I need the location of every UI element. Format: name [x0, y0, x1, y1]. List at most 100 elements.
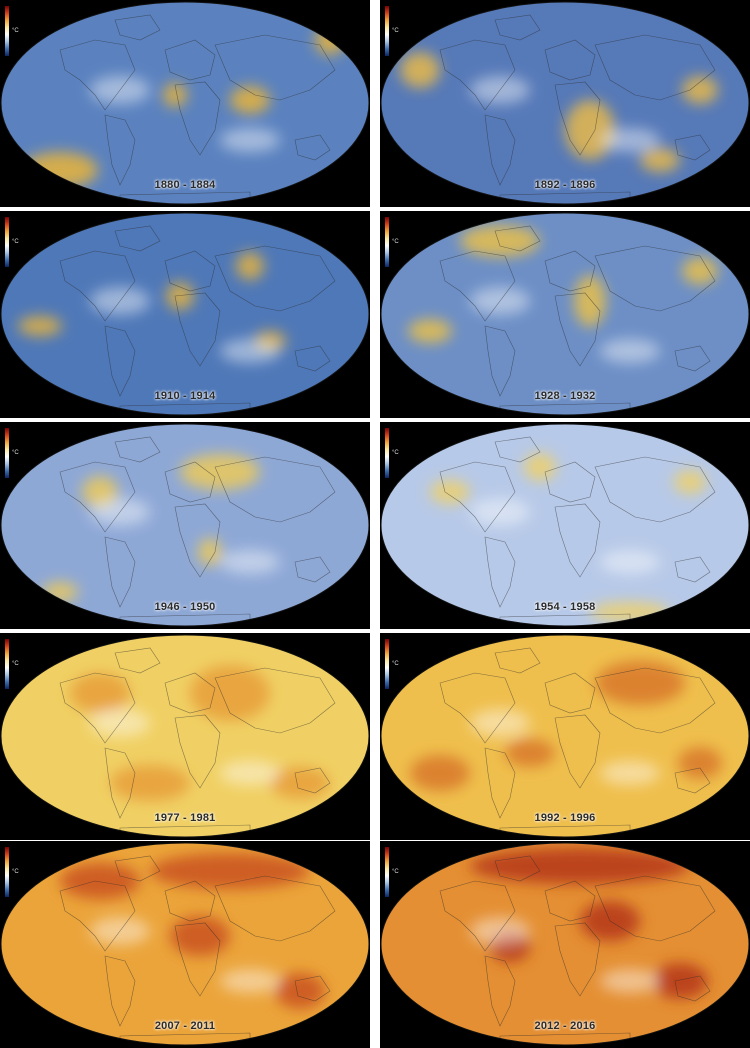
map-boundary	[0, 423, 370, 627]
anomaly-patch	[110, 765, 190, 801]
anomaly-patch	[682, 76, 718, 104]
colorbar-unit: °C	[392, 239, 399, 245]
map-panel: °C 1880 - 1884	[0, 0, 370, 207]
continent-outline	[59, 880, 136, 952]
colorbar	[385, 639, 389, 689]
anomaly-patch	[574, 275, 606, 327]
continent-outline	[544, 880, 596, 922]
continent-outline	[554, 922, 601, 997]
period-label: 2007 - 2011	[154, 1020, 216, 1032]
map-panel: °C 2012 - 2016	[380, 841, 750, 1048]
neutral-patch	[220, 761, 280, 785]
continent-outline	[174, 292, 221, 367]
continent-outline	[104, 955, 136, 1027]
world-map	[380, 212, 750, 416]
colorbar-unit: °C	[12, 239, 19, 245]
continent-outline	[214, 875, 336, 942]
map-boundary	[380, 634, 750, 838]
period-label: 1992 - 1996	[534, 812, 596, 824]
neutral-patch	[220, 969, 280, 993]
anomaly-patch	[70, 673, 130, 713]
anomaly-patch	[236, 252, 264, 280]
continent-outline	[214, 34, 336, 101]
anomaly-patch	[640, 148, 680, 172]
continent-outline	[214, 456, 336, 523]
anomaly-patch	[652, 963, 708, 999]
continent-outline	[674, 134, 711, 161]
anomaly-patch	[230, 86, 270, 114]
continent-outline	[594, 667, 716, 734]
continent-outline	[494, 855, 541, 882]
continent-outline	[484, 955, 516, 1027]
map-panel: °C 1946 - 1950	[0, 422, 370, 629]
continent-outline	[104, 325, 136, 397]
neutral-patch	[220, 550, 280, 574]
continent-outline	[174, 503, 221, 578]
map-panel: °C 1954 - 1958	[380, 422, 750, 629]
colorbar	[385, 6, 389, 56]
period-label: 1928 - 1932	[534, 390, 596, 402]
continent-outline	[174, 922, 221, 997]
continent-outline	[594, 875, 716, 942]
continent-outline	[439, 250, 516, 322]
continent-outline	[214, 667, 336, 734]
anomaly-patch	[674, 470, 706, 494]
continent-outline	[104, 536, 136, 608]
anomaly-patch	[270, 767, 330, 799]
continent-outline	[104, 747, 136, 819]
period-label: 1954 - 1958	[534, 601, 596, 613]
world-map	[0, 842, 370, 1046]
period-label: 1892 - 1896	[534, 179, 596, 191]
temperature-field	[1, 843, 369, 1045]
colorbar-unit: °C	[392, 28, 399, 34]
neutral-patch	[600, 550, 660, 574]
continent-outline	[214, 245, 336, 312]
continent-outline	[494, 225, 541, 252]
anomaly-patch	[470, 848, 690, 884]
continent-outline	[594, 34, 716, 101]
anomaly-background	[381, 424, 749, 626]
continent-outline	[59, 39, 136, 111]
anomaly-patch	[682, 257, 718, 285]
anomaly-patch	[430, 480, 470, 504]
anomaly-background	[381, 2, 749, 204]
colorbar-unit: °C	[392, 869, 399, 875]
continent-outline	[554, 81, 601, 156]
map-boundary	[380, 212, 750, 416]
continent-outline	[59, 250, 136, 322]
map-panel: °C 1928 - 1932	[380, 211, 750, 418]
temperature-field	[381, 635, 749, 837]
temperature-field	[1, 213, 369, 415]
anomaly-patch	[400, 52, 440, 88]
continent-outline	[294, 975, 331, 1002]
continent-outline	[439, 880, 516, 952]
continent-outline	[484, 747, 516, 819]
continent-outline	[59, 672, 136, 744]
map-panel: °C 1992 - 1996	[380, 633, 750, 840]
continent-outline	[59, 461, 136, 533]
temperature-field	[381, 843, 749, 1045]
continent-outline	[164, 250, 216, 292]
map-boundary	[0, 212, 370, 416]
continent-outline	[544, 461, 596, 503]
continent-outline	[174, 81, 221, 156]
anomaly-patch	[524, 453, 556, 481]
continent-outline	[544, 672, 596, 714]
continent-outline	[439, 672, 516, 744]
temperature-field	[1, 2, 369, 204]
continent-outline	[164, 880, 216, 922]
map-boundary	[380, 423, 750, 627]
continent-outline	[554, 714, 601, 789]
continent-outline	[114, 436, 161, 463]
continent-outline	[554, 292, 601, 367]
neutral-patch	[600, 761, 660, 785]
continent-outline	[484, 325, 516, 397]
continent-outline	[294, 345, 331, 372]
continent-outline	[674, 345, 711, 372]
continent-outline	[174, 714, 221, 789]
neutral-patch	[220, 128, 280, 152]
map-boundary	[0, 842, 370, 1046]
map-boundary	[380, 1, 750, 205]
anomaly-patch	[410, 755, 470, 791]
